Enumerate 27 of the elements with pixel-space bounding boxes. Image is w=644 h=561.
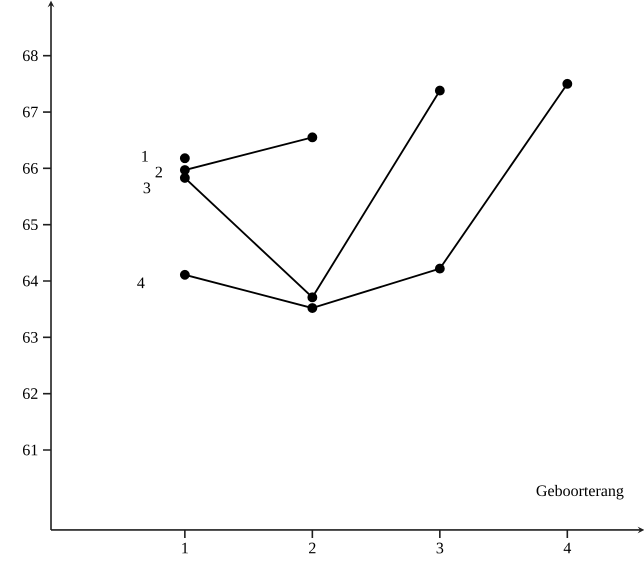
point: [180, 270, 190, 280]
x-tick-label: 1: [182, 542, 188, 554]
point: [562, 78, 572, 89]
point: [307, 132, 318, 142]
point: [434, 86, 445, 96]
series-label: 3: [144, 182, 150, 194]
y-tick-label: 62: [22, 388, 38, 400]
text: 1: [142, 150, 148, 162]
x-tick-label: 2: [309, 542, 316, 554]
y-tick-label: 66: [22, 162, 38, 174]
y-tick-label: 67: [22, 106, 38, 118]
y-tick-label: 64: [22, 276, 38, 286]
point: [434, 264, 445, 274]
y-tick-label: 63: [22, 332, 38, 343]
x-tick-label: 4: [564, 542, 572, 554]
point: [307, 303, 318, 313]
point: [180, 153, 190, 164]
x-tick-label: 3: [436, 542, 444, 554]
x-axis-title: Geboorterang: [536, 484, 624, 500]
y-tick-label: 68: [22, 50, 38, 62]
point: [180, 165, 190, 175]
series-label: 2: [156, 166, 162, 178]
point: [307, 292, 318, 302]
y-tick-label: 65: [22, 219, 38, 230]
y-tick-label: 61: [22, 444, 38, 456]
point: [180, 172, 190, 183]
text: 4: [137, 278, 145, 288]
